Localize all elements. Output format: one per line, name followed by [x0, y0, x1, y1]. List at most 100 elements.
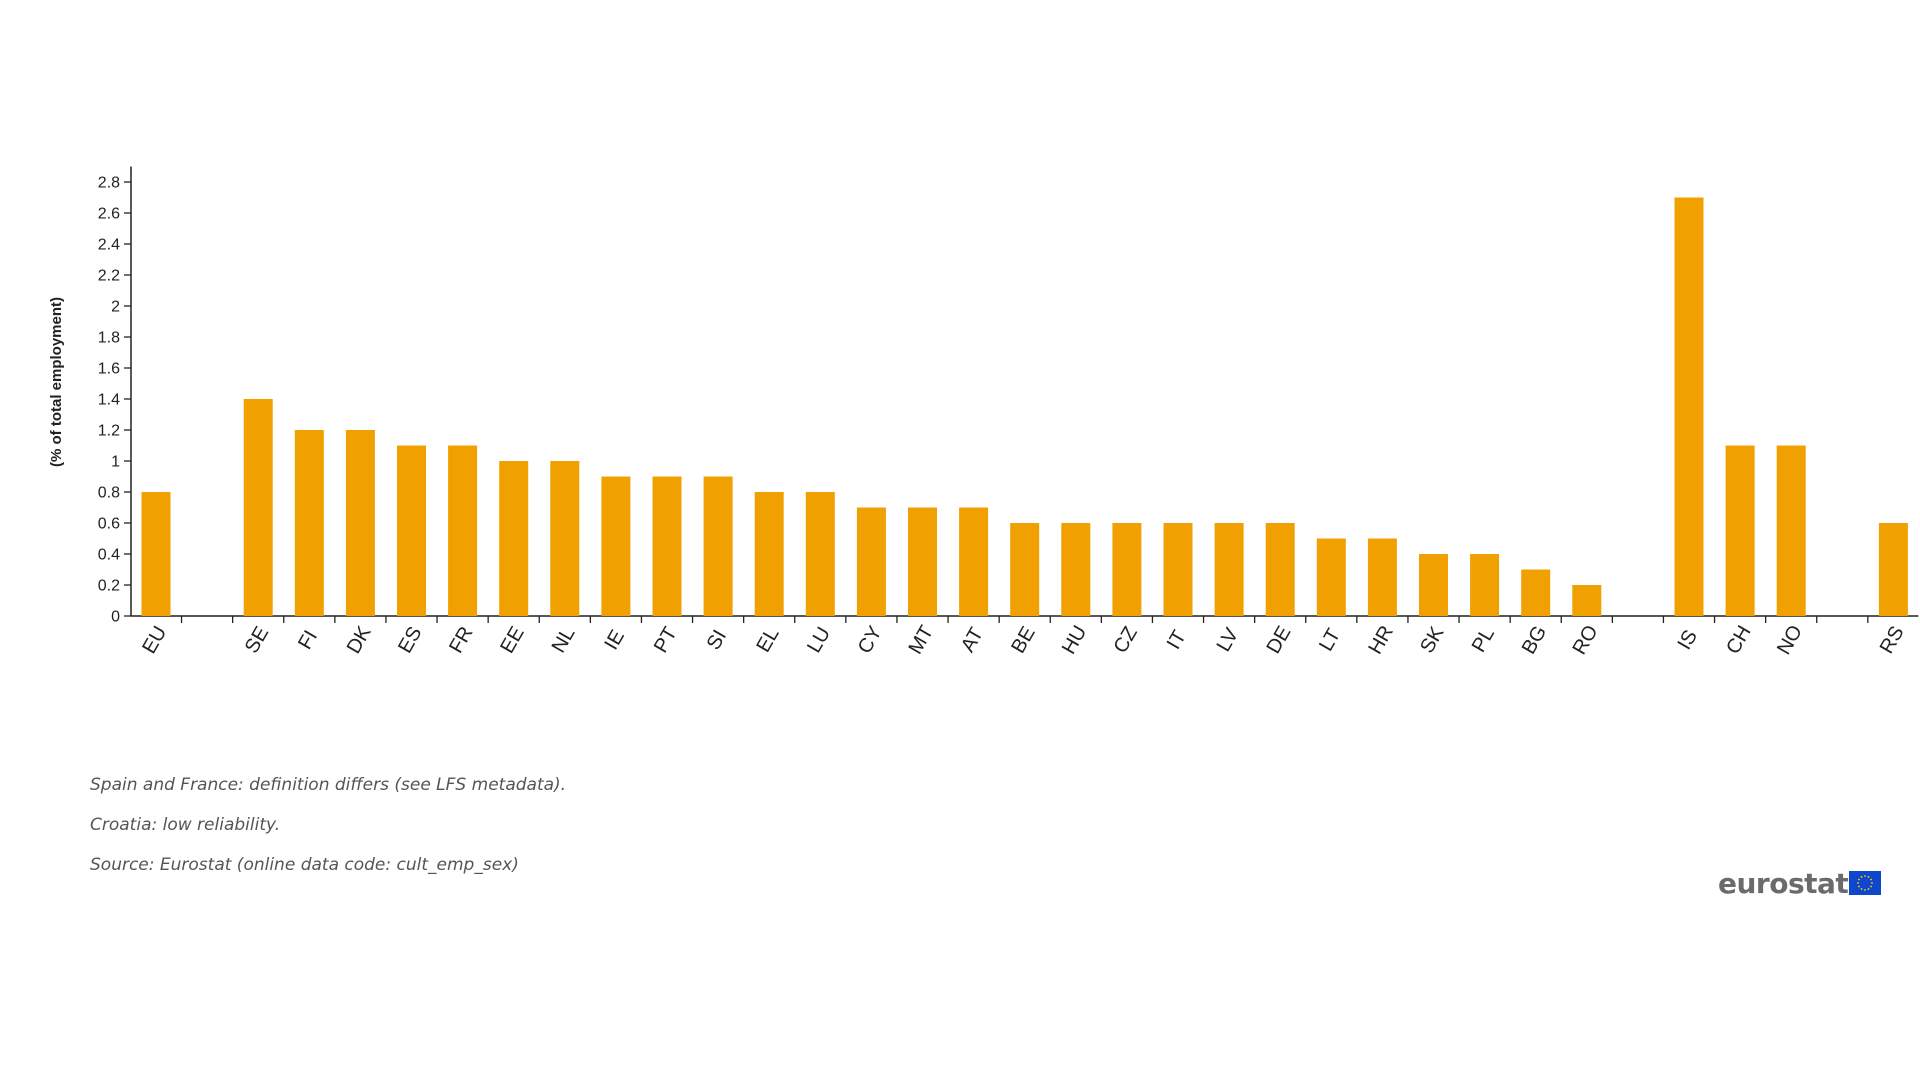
x-tick-label-sk: SK	[1416, 622, 1449, 657]
x-tick-label-lv: LV	[1213, 624, 1244, 655]
y-tick-label: 2.4	[98, 237, 120, 254]
x-tick-label-bg: BG	[1518, 622, 1552, 658]
y-tick-label: 2	[111, 299, 120, 316]
y-tick-label: 0.2	[98, 578, 120, 595]
x-tick-label-pt: PT	[650, 623, 682, 656]
x-tick-label-hr: HR	[1364, 622, 1397, 658]
bar-no	[1776, 445, 1806, 616]
bar-hr	[1367, 538, 1397, 616]
bar-lu	[805, 492, 835, 616]
footnote-source: Source: Eurostat (online data code: cult…	[90, 855, 519, 875]
x-tick-label-is: IS	[1674, 626, 1703, 653]
plot-area: 0 0.2 0.4 0.6 0.8 1 1.2 1.4 1.6 1.8 2 2.2 2.4 2.6 2.8 (…	[48, 166, 1919, 659]
y-tick-label: 1.2	[98, 423, 120, 440]
flag-star	[1871, 882, 1874, 884]
x-tick-label-at: AT	[957, 624, 988, 656]
bar-at	[959, 507, 989, 616]
bar-ch	[1725, 445, 1755, 616]
y-tick-label: 1.6	[98, 361, 120, 378]
y-tick-label: 2.8	[98, 175, 120, 192]
bar-sk	[1419, 554, 1448, 616]
bar-es	[397, 445, 426, 616]
flag-star	[1860, 888, 1863, 890]
flag-star	[1864, 889, 1867, 891]
y-tick-label: 0.6	[98, 516, 120, 533]
y-tick-label: 2.6	[98, 206, 120, 223]
x-tick-label-cz: CZ	[1110, 623, 1142, 657]
bar-el	[754, 492, 784, 616]
x-tick-label-lt: LT	[1315, 625, 1345, 655]
bar-lv	[1214, 523, 1244, 616]
x-tick-label-mt: MT	[905, 622, 938, 658]
bar-cz	[1112, 523, 1142, 616]
logo-text: eurostat	[1718, 866, 1849, 900]
bar-rs	[1878, 523, 1908, 616]
bar-eu	[141, 492, 171, 616]
flag-star	[1870, 885, 1873, 888]
bar-ee	[499, 461, 529, 616]
bar-hu	[1061, 523, 1091, 616]
flag-star	[1867, 888, 1870, 890]
x-tick-label-ro: RO	[1569, 622, 1603, 659]
x-tick-label-el: EL	[752, 624, 783, 656]
x-tick-label-si: SI	[703, 626, 732, 653]
footnote-definition: Spain and France: definition differs (se…	[90, 775, 567, 795]
bar-is	[1674, 197, 1704, 616]
x-tick-label-dk: DK	[343, 622, 376, 658]
bar-pl	[1470, 554, 1500, 616]
x-tick-label-lu: LU	[803, 623, 835, 656]
flag-star	[1858, 878, 1861, 881]
bar-pt	[652, 476, 682, 616]
bar-it	[1163, 523, 1193, 616]
bar-bg	[1521, 569, 1551, 616]
y-tick-label: 0	[111, 609, 120, 626]
bar-fr	[448, 445, 478, 616]
bar-si	[703, 476, 733, 616]
y-axis-title: (% of total employment)	[48, 297, 65, 467]
bar-dk	[345, 430, 375, 616]
flag-star	[1864, 875, 1867, 877]
x-tick-label-pl: PL	[1468, 624, 1499, 656]
y-tick-label: 1.8	[98, 330, 120, 347]
eurostat-logo: eurostat	[1718, 866, 1882, 900]
x-tick-label-fr: FR	[445, 623, 477, 657]
y-tick-label: 0.4	[98, 547, 120, 564]
x-tick-label-nl: NL	[548, 623, 580, 656]
x-tick-label-ch: CH	[1722, 622, 1755, 658]
flag-star	[1867, 876, 1870, 878]
x-tick-label-se: SE	[241, 623, 273, 657]
footnotes: Spain and France: definition differs (se…	[90, 776, 566, 896]
flag-star	[1860, 876, 1863, 878]
eu-flag-icon	[1849, 871, 1882, 895]
bar-fi	[294, 430, 324, 616]
bar-lt	[1316, 538, 1346, 616]
x-tick-label-de: DE	[1263, 622, 1296, 657]
bar-ro	[1572, 585, 1602, 616]
x-tick-label-ee: EE	[496, 623, 528, 657]
flag-star	[1858, 885, 1861, 888]
x-tick-label-rs: RS	[1876, 622, 1909, 657]
x-tick-label-ie: IE	[600, 626, 629, 653]
bar-cy	[856, 507, 886, 616]
footnote-reliability: Croatia: low reliability.	[90, 815, 281, 835]
bar-mt	[908, 507, 937, 616]
x-tick-label-be: BE	[1007, 623, 1039, 657]
x-tick-label-it: IT	[1163, 627, 1191, 653]
flag-star	[1857, 882, 1860, 884]
bar-ie	[601, 476, 631, 616]
x-tick-label-fi: FI	[294, 627, 322, 653]
y-tick-label: 0.8	[98, 485, 120, 502]
bar-de	[1265, 523, 1295, 616]
x-tick-label-es: ES	[394, 623, 426, 657]
bar-se	[243, 399, 273, 616]
x-tick-label-cy: CY	[854, 622, 887, 657]
x-tick-label-eu: EU	[138, 622, 171, 657]
x-tick-label-hu: HU	[1058, 622, 1091, 658]
x-tick-label-no: NO	[1773, 622, 1807, 659]
y-tick-label: 1.4	[98, 392, 120, 409]
y-tick-label: 1	[111, 454, 120, 471]
y-tick-label: 2.2	[98, 268, 120, 285]
bar-be	[1010, 523, 1040, 616]
flag-star	[1870, 878, 1873, 881]
